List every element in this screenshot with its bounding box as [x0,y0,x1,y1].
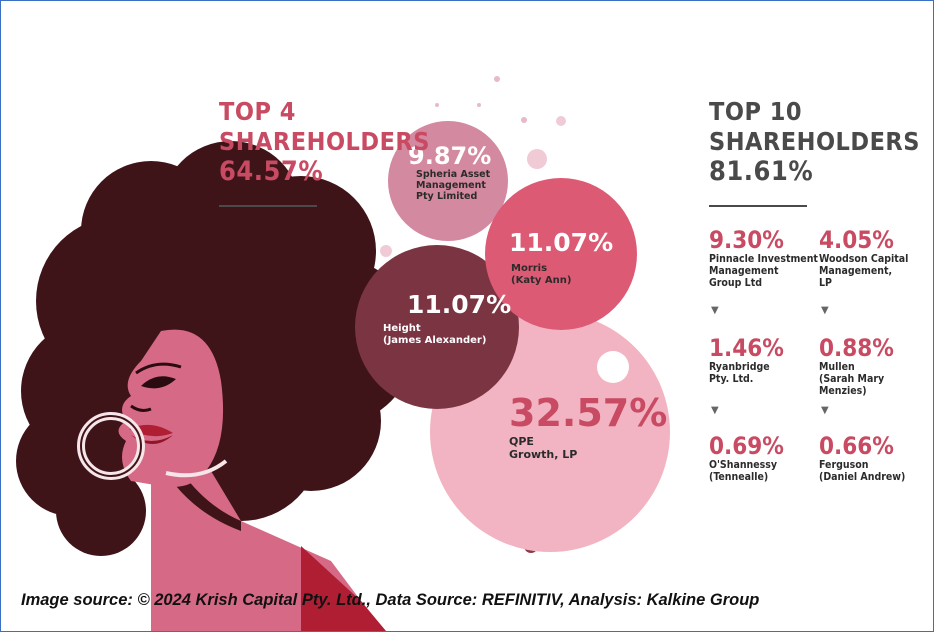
top10-line2: SHAREHOLDERS [709,127,920,156]
bubble-height [355,245,519,409]
bubble-pct: 32.57% [509,391,668,435]
top4-line2: SHAREHOLDERS [219,127,430,156]
bubble-label-spheria: 9.87% Spheria Asset Management Pty Limit… [408,143,491,202]
bubble-label-height: 11.07% Height (James Alexander) [383,291,511,347]
bubble-name: Spheria Asset Management Pty Limited [416,169,491,202]
decor-dot [527,149,547,169]
decor-dot [494,76,500,82]
list-name: O'Shannessy (Tennealle) [709,459,778,483]
list-pct: 0.88% [819,334,894,362]
down-arrow-icon: ▼ [711,305,719,316]
down-arrow-icon: ▼ [821,405,829,416]
list-name: Ryanbridge Pty. Ltd. [709,361,770,385]
decor-dot [380,245,392,257]
decor-white-dot [597,351,629,383]
bubble-name: QPE Growth, LP [509,435,578,461]
decor-dot [477,103,481,107]
top10-heading: TOP 10 SHAREHOLDERS 81.61% [709,97,920,187]
bubble-label-qpe: 32.57% QPE Growth, LP [509,393,667,461]
top10-line1: TOP 10 [709,97,803,126]
top10-underline [709,205,807,207]
bubble-pct: 11.07% [407,290,512,319]
list-name: Ferguson (Daniel Andrew) [819,459,906,483]
down-arrow-icon: ▼ [821,305,829,316]
decor-dot [521,117,527,123]
top4-value: 64.57% [219,156,324,187]
bubble-pct: 11.07% [509,228,614,257]
list-item-4: 0.88% Mullen (Sarah Mary Menzies) [819,335,933,397]
list-pct: 0.66% [819,432,894,460]
top4-heading: TOP 4 SHAREHOLDERS 64.57% [219,97,430,187]
list-item-3: 1.46% Ryanbridge Pty. Ltd. [709,335,784,385]
top4-underline [219,205,317,207]
list-item-5: 0.69% O'Shannessy (Tennealle) [709,433,784,483]
bubble-label-morris: 11.07% Morris (Katy Ann) [509,229,613,287]
decor-dot [556,116,566,126]
list-pct: 4.05% [819,226,894,254]
bubble-spheria [388,121,508,241]
list-pct: 9.30% [709,226,784,254]
list-name: Woodson Capital Management, LP [819,253,909,289]
list-name: Mullen (Sarah Mary Menzies) [819,361,885,397]
down-arrow-icon: ▼ [711,405,719,416]
bubble-name: Height (James Alexander) [383,323,487,346]
bubble-pct: 9.87% [408,142,492,170]
list-pct: 1.46% [709,334,784,362]
image-source-caption: Image source: © 2024 Krish Capital Pty. … [21,591,760,609]
top4-line1: TOP 4 [219,97,296,126]
list-item-6: 0.66% Ferguson (Daniel Andrew) [819,433,905,483]
list-name: Pinnacle Investment Management Group Ltd [709,253,818,289]
decor-dot [435,103,439,107]
top10-value: 81.61% [709,156,814,187]
list-item-2: 4.05% Woodson Capital Management, LP [819,227,908,289]
list-item-1: 9.30% Pinnacle Investment Management Gro… [709,227,818,289]
bubble-morris [485,178,637,330]
bubble-name: Morris (Katy Ann) [511,263,572,286]
list-pct: 0.69% [709,432,784,460]
